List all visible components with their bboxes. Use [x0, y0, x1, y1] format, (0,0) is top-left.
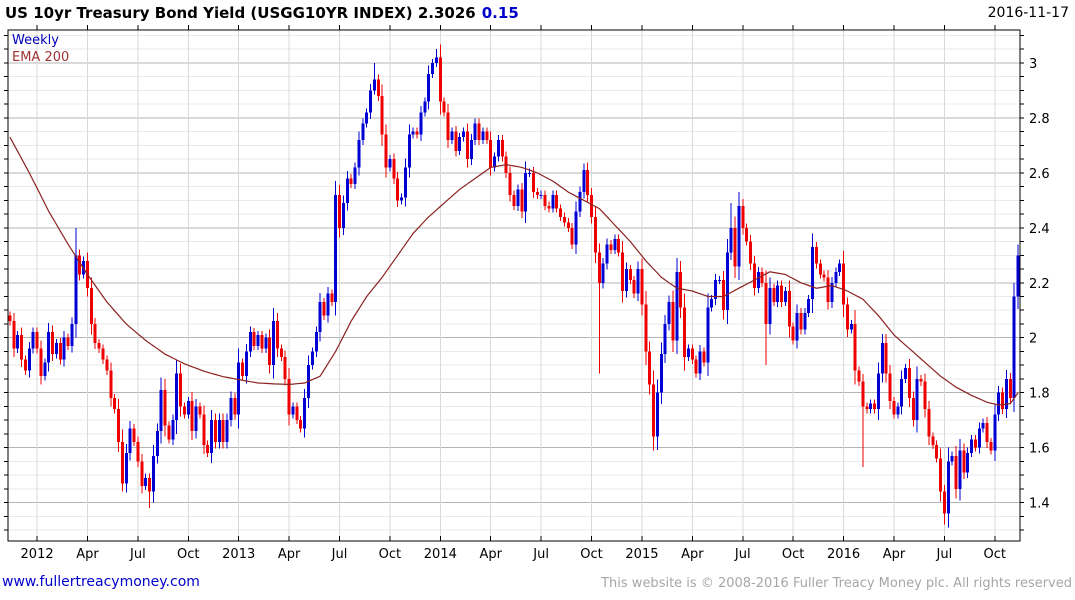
svg-text:1.4: 1.4 — [1029, 497, 1050, 512]
svg-text:Apr: Apr — [883, 547, 906, 562]
svg-text:Apr: Apr — [681, 547, 704, 562]
change-value: 0.15 — [481, 4, 519, 22]
svg-text:Apr: Apr — [479, 547, 502, 562]
svg-text:Jul: Jul — [936, 547, 953, 562]
ema-legend-label: EMA 200 — [12, 50, 70, 65]
svg-text:2016: 2016 — [827, 547, 860, 562]
y-axis: 3 2.8 2.6 2.4 2.2 2 1.8 1.6 1.4 — [4, 34, 1050, 531]
ema-line — [9, 136, 1019, 406]
svg-text:Oct: Oct — [379, 547, 401, 562]
svg-text:Oct: Oct — [580, 547, 602, 562]
svg-text:2.6: 2.6 — [1029, 167, 1050, 182]
svg-text:Jul: Jul — [532, 547, 549, 562]
svg-text:2.8: 2.8 — [1029, 112, 1050, 127]
svg-text:Apr: Apr — [278, 547, 301, 562]
svg-text:2012: 2012 — [21, 547, 54, 562]
candles-layer — [8, 44, 1020, 528]
website-link[interactable]: www.fullertreacymoney.com — [2, 574, 200, 590]
svg-text:Oct: Oct — [177, 547, 199, 562]
svg-text:2013: 2013 — [222, 547, 255, 562]
svg-text:Jul: Jul — [331, 547, 348, 562]
svg-text:2014: 2014 — [424, 547, 457, 562]
svg-text:1.8: 1.8 — [1029, 387, 1050, 402]
svg-text:2.4: 2.4 — [1029, 222, 1050, 237]
x-axis: 2012 Apr Jul Oct 2013 Apr Jul Oct 2014 Apr Jul Oct 2… — [21, 25, 1006, 562]
svg-text:Oct: Oct — [984, 547, 1006, 562]
svg-text:Jul: Jul — [734, 547, 751, 562]
timeframe-label: Weekly — [12, 33, 59, 48]
svg-text:2: 2 — [1029, 332, 1037, 347]
svg-text:Jul: Jul — [129, 547, 146, 562]
chart-date: 2016-11-17 — [987, 5, 1069, 21]
gridlines — [8, 30, 1020, 541]
svg-text:2.2: 2.2 — [1029, 277, 1050, 292]
svg-text:1.6: 1.6 — [1029, 442, 1050, 457]
page-title: US 10yr Treasury Bond Yield (USGG10YR IN… — [5, 4, 476, 22]
plot-border — [7, 29, 1021, 542]
copyright-text: This website is © 2008-2016 Fuller Treac… — [601, 576, 1072, 591]
svg-text:Oct: Oct — [782, 547, 804, 562]
svg-text:Apr: Apr — [76, 547, 99, 562]
svg-text:2015: 2015 — [625, 547, 658, 562]
legend: Weekly EMA 200 — [12, 32, 69, 66]
svg-text:3: 3 — [1029, 57, 1037, 72]
chart-header: US 10yr Treasury Bond Yield (USGG10YR IN… — [5, 4, 519, 22]
